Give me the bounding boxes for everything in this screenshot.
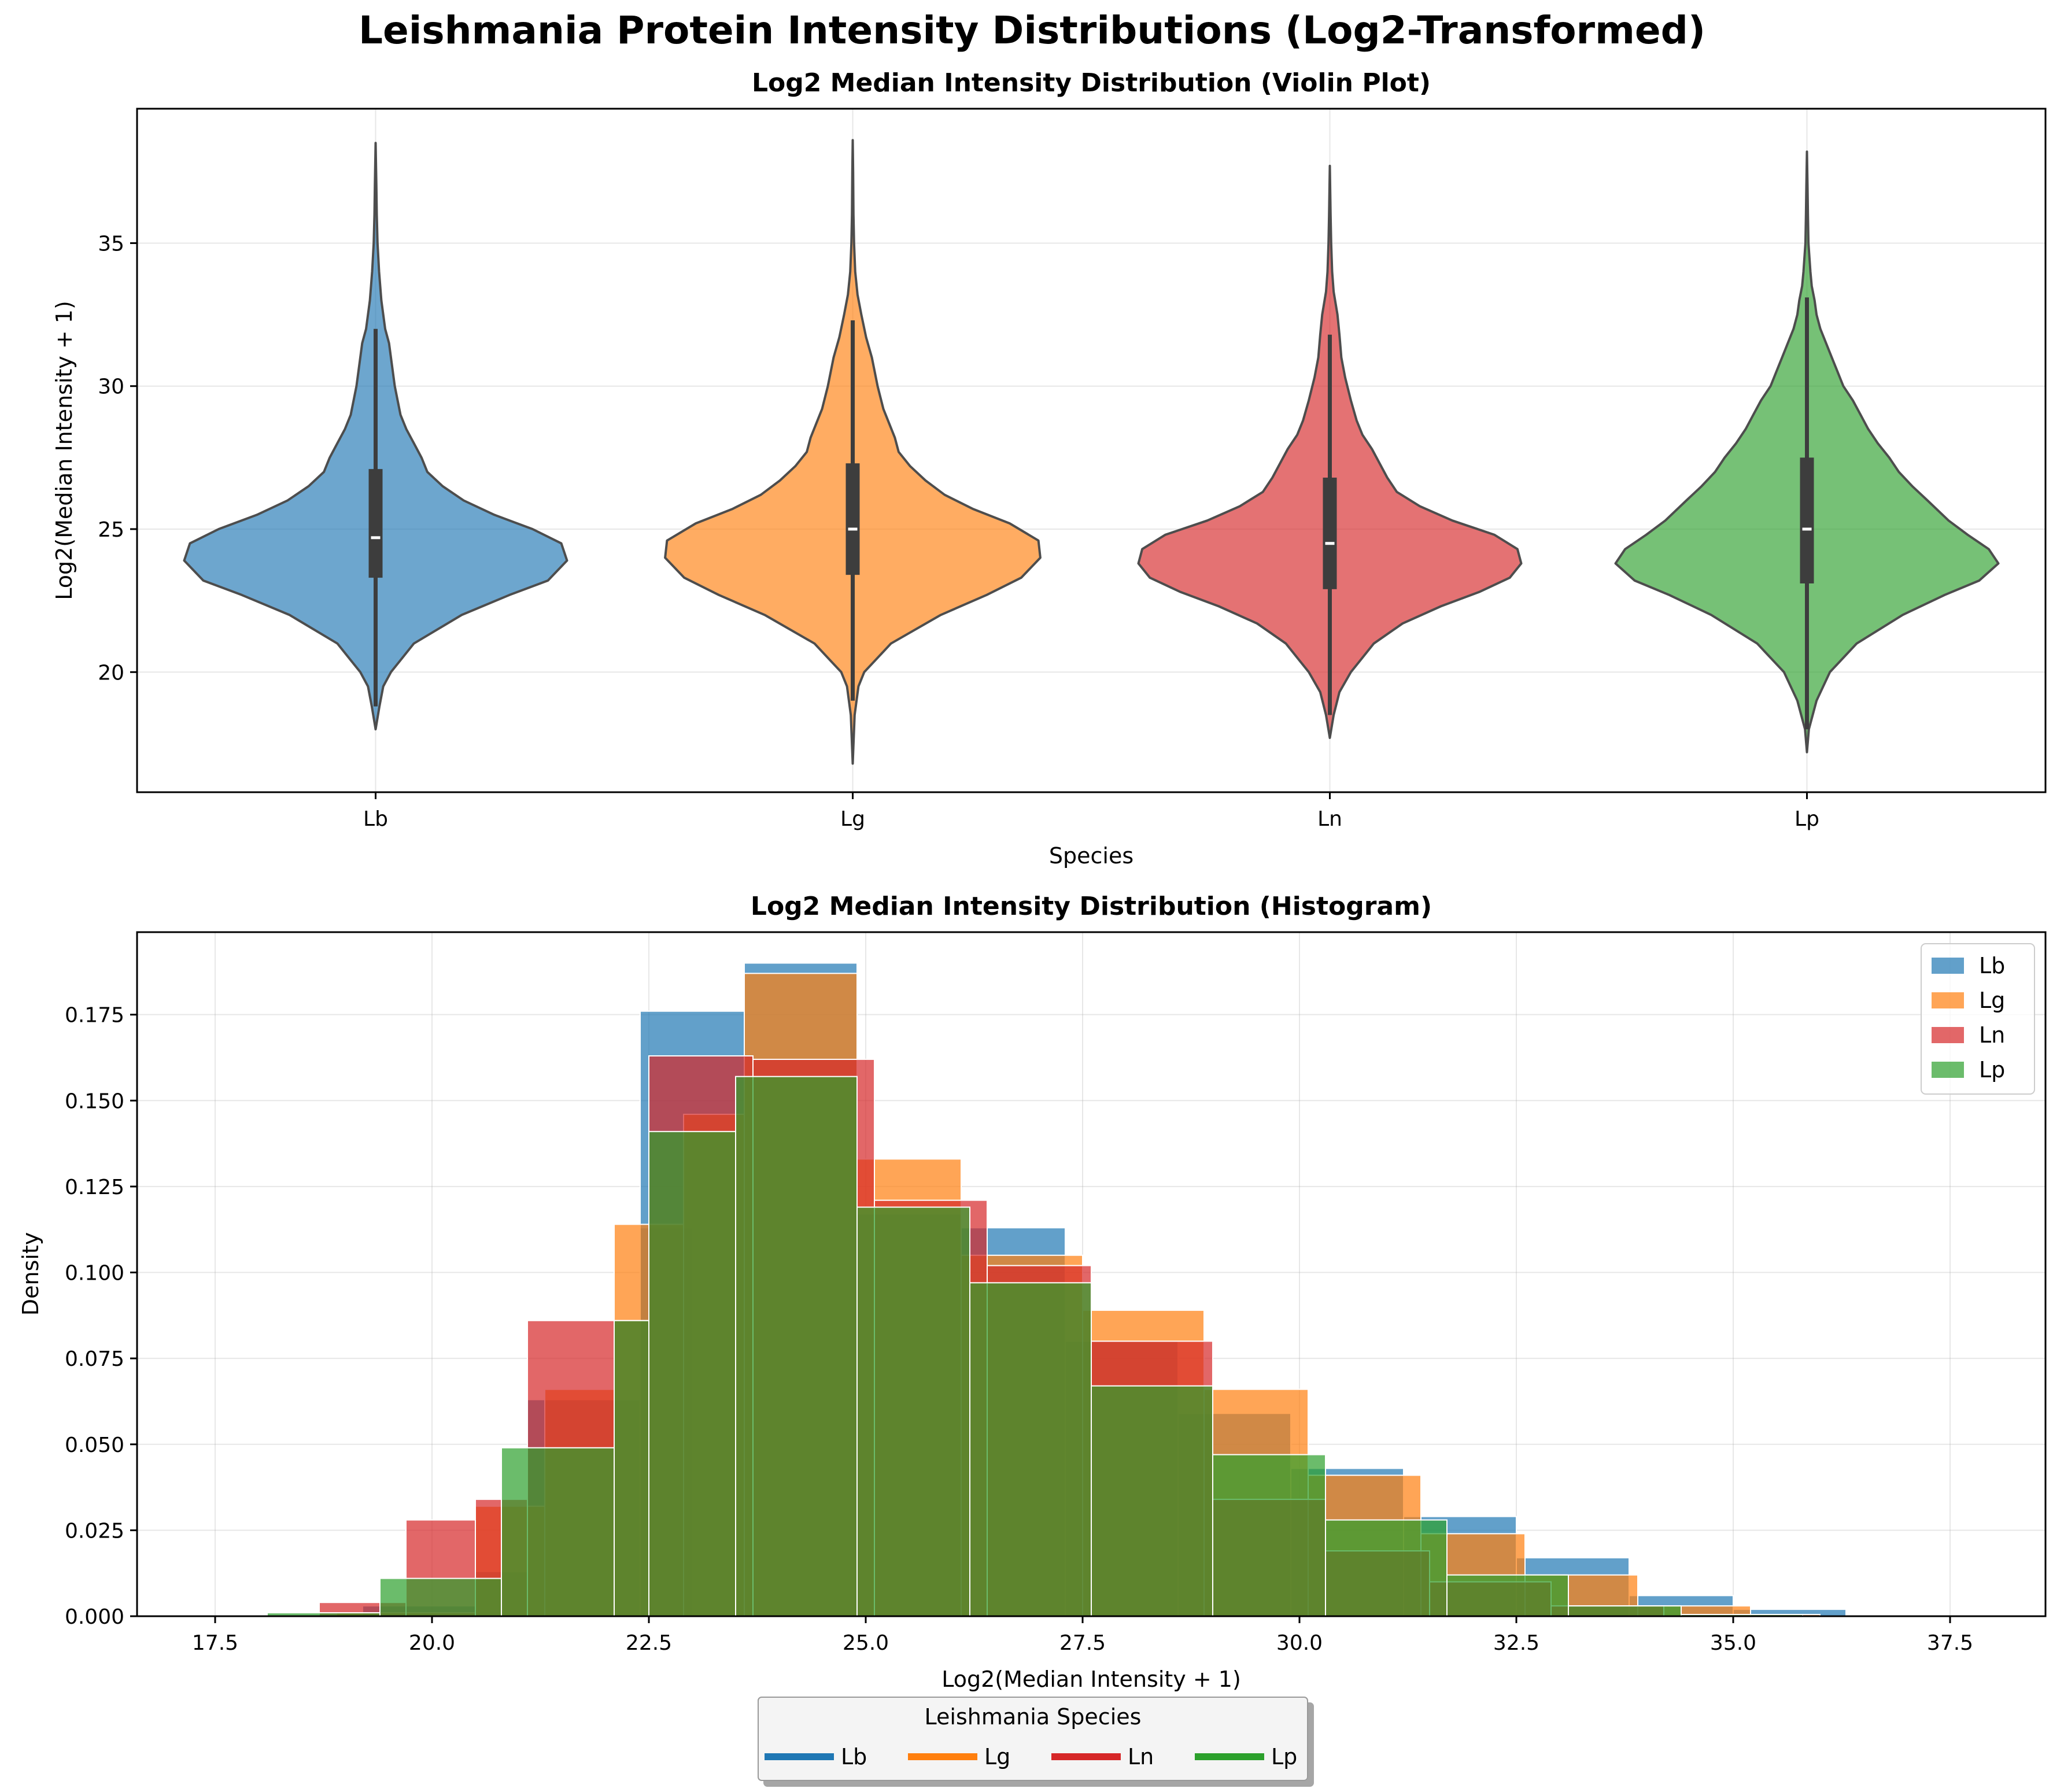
histogram-legend-label: Lp — [1979, 1057, 2005, 1082]
histogram-bar-Lp — [1568, 1605, 1682, 1617]
histogram-x-tick-label: 37.5 — [1927, 1631, 1973, 1655]
histogram-x-tick-label: 27.5 — [1059, 1631, 1106, 1655]
page-title: Leishmania Protein Intensity Distributio… — [358, 8, 1706, 53]
histogram-y-tick-label: 0.125 — [65, 1176, 124, 1199]
histogram-bar-Lp — [969, 1282, 1092, 1617]
histogram-x-tick-label: 35.0 — [1710, 1631, 1756, 1655]
histogram-legend-swatch-Lb — [1932, 958, 1964, 974]
histogram-y-tick-label: 0.050 — [65, 1433, 124, 1457]
violin-Ln — [1137, 164, 1523, 739]
histogram-panel: Log2 Median Intensity Distribution (Hist… — [18, 892, 2047, 1692]
histogram-bar-Lp — [379, 1577, 502, 1617]
violin-Lp — [1614, 150, 2000, 753]
violin-y-tick-label: 20 — [98, 661, 124, 685]
histogram-legend-swatch-Ln — [1932, 1027, 1964, 1043]
species-legend-title: Leishmania Species — [925, 1704, 1142, 1730]
histogram-bar-Lp — [1325, 1519, 1448, 1617]
histogram-y-tick-label: 0.175 — [65, 1004, 124, 1028]
histogram-legend-box — [1921, 943, 2035, 1095]
histogram-bar-Lp — [856, 1206, 970, 1617]
histogram-x-tick-label: 17.5 — [192, 1631, 238, 1655]
histogram-legend-label: Lg — [1979, 988, 2005, 1013]
histogram-y-tick-label: 0.025 — [65, 1519, 124, 1543]
histogram-frame — [136, 931, 2047, 1617]
histogram-title: Log2 Median Intensity Distribution (Hist… — [751, 892, 1432, 921]
species-legend-label: Lb — [841, 1744, 867, 1769]
violin-y-axis-label: Log2(Median Intensity + 1) — [51, 301, 77, 600]
histogram-y-axis-label: Density — [18, 1232, 43, 1316]
histogram-bar-Lp — [501, 1447, 615, 1617]
histogram-x-axis-label: Log2(Median Intensity + 1) — [941, 1667, 1241, 1692]
violin-iqr-box-Lb — [368, 469, 383, 578]
violin-plot-panel: Log2 Median Intensity Distribution (Viol… — [51, 68, 2047, 869]
violin-Lb — [183, 142, 568, 731]
histogram-legend-swatch-Lg — [1932, 992, 1964, 1008]
histogram-legend-label: Lb — [1979, 953, 2005, 978]
histogram-x-tick-label: 30.0 — [1276, 1631, 1323, 1655]
violin-series — [183, 139, 2000, 765]
violin-iqr-box-Lp — [1800, 457, 1814, 583]
violin-y-tick-label: 35 — [98, 232, 124, 256]
histogram-series — [267, 962, 1847, 1617]
violin-x-tick-label: Lg — [840, 807, 865, 831]
histogram-y-tick-label: 0.000 — [65, 1605, 124, 1629]
violin-x-tick-label: Ln — [1317, 807, 1342, 831]
histogram-x-tick-label: 25.0 — [843, 1631, 889, 1655]
violin-y-tick-label: 30 — [98, 375, 124, 399]
violin-plot-frame — [136, 108, 2047, 793]
violin-y-tick-label: 25 — [98, 518, 124, 542]
species-legend-box — [758, 1697, 1308, 1781]
histogram-bar-Lp — [1446, 1574, 1569, 1617]
violin-plot-title: Log2 Median Intensity Distribution (Viol… — [752, 68, 1431, 98]
violin-axes: 20 25 30 35 Lb Lg Ln Lp — [98, 232, 1819, 831]
histogram-bar-Lp — [735, 1076, 858, 1617]
histogram-x-tick-label: 20.0 — [409, 1631, 455, 1655]
violin-iqr-box-Lg — [845, 463, 860, 575]
histogram-bar-Lp — [614, 1320, 649, 1617]
histogram-legend-swatch-Lp — [1932, 1062, 1964, 1078]
histogram-legend: Lb Lg Ln Lp — [1921, 943, 2035, 1095]
species-legend-label: Lg — [984, 1744, 1010, 1769]
species-legend-label: Lp — [1271, 1744, 1297, 1769]
histogram-bar-Lp — [1091, 1385, 1213, 1617]
histogram-axes: 17.5 20.0 22.5 25.0 27.5 30.0 32.5 35.0 37.5 0.00… — [65, 1004, 1973, 1655]
violin-iqr-box-Ln — [1323, 477, 1337, 589]
violin-Lg — [664, 139, 1042, 765]
violin-x-axis-label: Species — [1049, 843, 1133, 869]
histogram-x-tick-label: 32.5 — [1493, 1631, 1539, 1655]
histogram-y-tick-label: 0.100 — [65, 1262, 124, 1285]
histogram-bar-Lp — [648, 1130, 736, 1617]
histogram-y-tick-label: 0.075 — [65, 1347, 124, 1371]
histogram-y-tick-label: 0.150 — [65, 1089, 124, 1113]
histogram-bar-Lp — [1212, 1454, 1326, 1617]
violin-x-tick-label: Lb — [363, 807, 388, 831]
species-legend-label: Ln — [1128, 1744, 1154, 1769]
histogram-series-Lp — [267, 1076, 1803, 1617]
species-legend: Leishmania Species Lb Lg Ln Lp — [758, 1697, 1308, 1781]
violin-x-tick-label: Lp — [1795, 807, 1819, 831]
histogram-x-tick-label: 22.5 — [626, 1631, 672, 1655]
species-legend-items: Lb Lg Ln Lp — [765, 1744, 1297, 1769]
histogram-legend-label: Ln — [1979, 1022, 2005, 1048]
